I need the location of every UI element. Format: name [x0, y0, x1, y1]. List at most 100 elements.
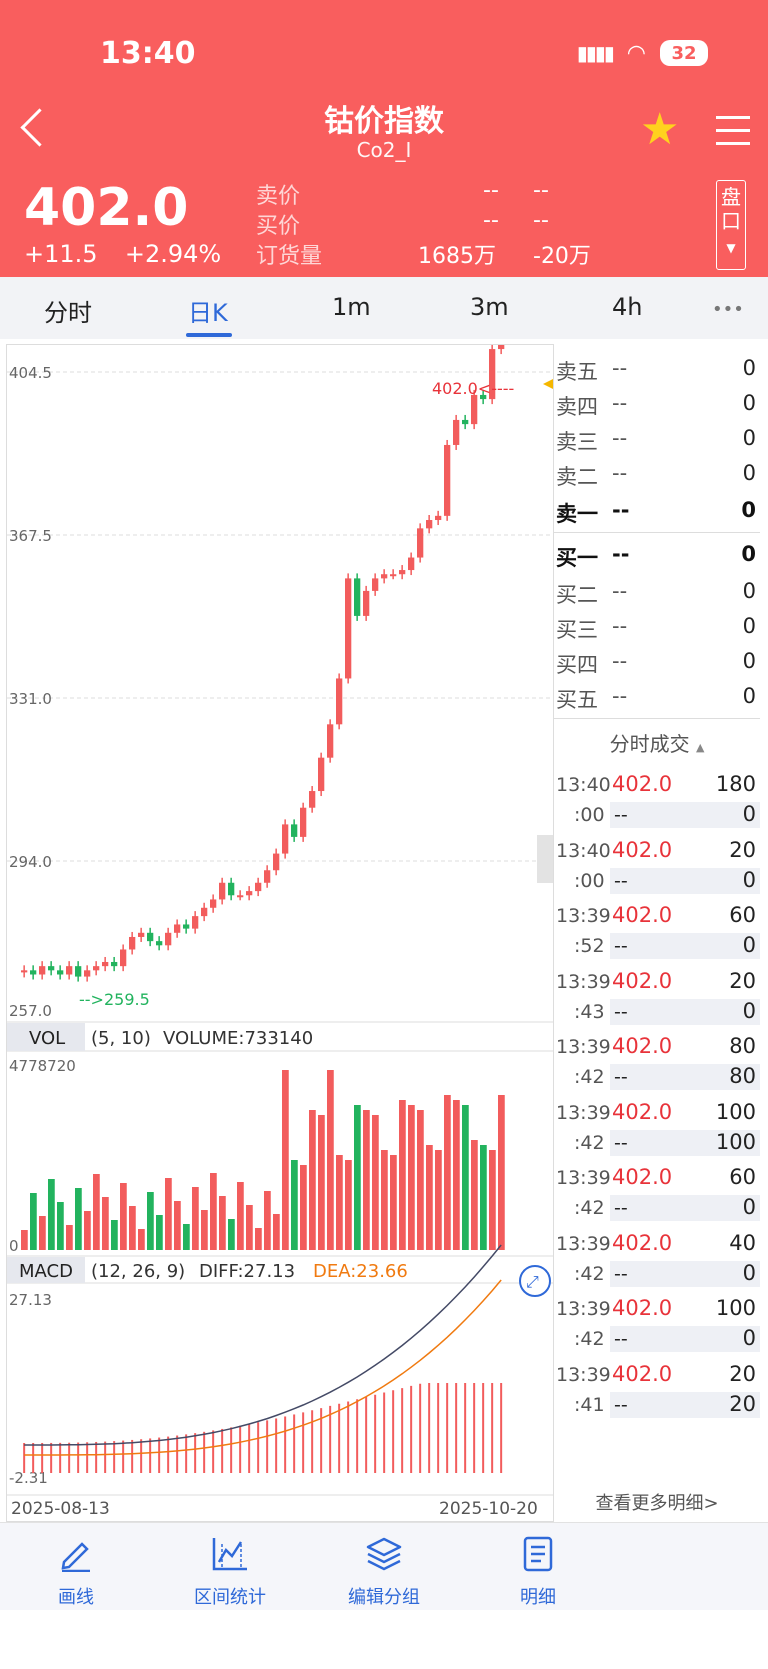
candle-body [291, 824, 298, 837]
trade-time: 13:40 [556, 774, 611, 796]
trade-time: 13:39 [556, 1363, 611, 1386]
candle-body [381, 574, 388, 579]
tab-1m[interactable]: 1m [332, 293, 371, 321]
trade-dash: -- [614, 1393, 628, 1416]
macd-label-box[interactable] [7, 1257, 85, 1283]
price-tick-2: 367.5 [9, 527, 52, 545]
caret-down-icon: ▼ [726, 241, 736, 255]
volume-bar [345, 1160, 352, 1250]
candle-body [282, 824, 289, 854]
macd-histogram [23, 1383, 503, 1473]
macd-dea: DEA:23.66 [313, 1261, 408, 1282]
more-tabs-icon[interactable]: ••• [712, 299, 744, 320]
page-title: 钴价指数 [324, 104, 444, 139]
expand-handle[interactable] [537, 835, 553, 883]
ask-value-2: -- [533, 178, 549, 203]
volume-bar [300, 1165, 307, 1250]
battery-icon: 32 [660, 40, 708, 66]
candle-body [462, 419, 469, 425]
volume-bar [246, 1205, 253, 1250]
volume-bar [480, 1145, 487, 1250]
candle-body [228, 882, 235, 896]
candle-body [102, 961, 109, 967]
tab-intraday[interactable]: 分时 [44, 299, 92, 327]
trade-time: 13:39 [556, 1036, 611, 1058]
volume-bar [21, 1230, 28, 1250]
trade-seconds: :42 [574, 1197, 605, 1219]
candle-body [318, 757, 325, 792]
kline-chart-area[interactable]: 404.5 367.5 331.0 294.0 257.0 402.0<----… [6, 319, 554, 1522]
candle-body [174, 924, 181, 933]
trade-dash: -- [614, 1328, 628, 1350]
pankou-label: 盘口 [721, 185, 741, 233]
trade-row-band [610, 867, 760, 894]
tab-4h[interactable]: 4h [612, 293, 643, 321]
trade-row-band [610, 933, 760, 959]
candle-body [417, 528, 424, 558]
menu-icon[interactable] [716, 116, 750, 155]
candle-body [129, 936, 136, 950]
price-tick-4: 294.0 [9, 853, 52, 871]
volume-bar [165, 1178, 172, 1250]
volume-bar [156, 1215, 163, 1250]
change-value: +11.5 [24, 240, 98, 268]
volume-bar [147, 1192, 154, 1250]
last-price: 402.0 [24, 178, 189, 238]
volume-bar [129, 1206, 136, 1250]
candle-body [345, 578, 352, 679]
volume-bar [120, 1183, 127, 1250]
vol-label-box[interactable] [7, 1023, 85, 1051]
volume-bar [444, 1095, 451, 1250]
candle-body [426, 520, 433, 529]
tab-3m[interactable]: 3m [470, 293, 509, 321]
layers-icon [366, 1537, 402, 1571]
trade-row-band [610, 1391, 760, 1418]
bid-row-1: 买一 -- 0 [556, 542, 756, 570]
volume-bar [390, 1155, 397, 1250]
kline-chart[interactable]: 404.5 367.5 331.0 294.0 257.0 402.0<----… [7, 319, 553, 1521]
volume-bar [336, 1155, 343, 1250]
candle-body [435, 515, 442, 521]
volume-bar [30, 1193, 37, 1250]
candle-body [453, 419, 460, 445]
fullscreen-arrows-icon: ⤢ [526, 1272, 539, 1291]
bid-label: 买价 [256, 214, 301, 239]
fullscreen-icon[interactable] [519, 1265, 551, 1297]
detail-button[interactable]: 明细 [478, 1531, 598, 1609]
trade-price: 402.0 [612, 1296, 673, 1320]
trade-volume: 60 [729, 1165, 756, 1189]
candle-body [93, 966, 100, 971]
tab-daily-k[interactable]: 日K [188, 299, 228, 327]
trade-price: 402.0 [612, 837, 673, 862]
wifi-icon: ◠ [626, 40, 646, 66]
trade-price: 402.0 [612, 968, 673, 993]
trades-header[interactable]: 分时成交 ▲ [554, 728, 760, 757]
trade-time: 13:39 [556, 1167, 611, 1189]
trade-time: 13:40 [556, 839, 611, 862]
favorite-star-icon[interactable]: ★ [640, 104, 680, 155]
draw-line-button[interactable]: 画线 [16, 1531, 136, 1609]
edit-group-button[interactable]: 编辑分组 [324, 1531, 444, 1609]
pankou-button[interactable]: 盘口 ▼ [716, 180, 746, 270]
candle-body [489, 349, 496, 400]
volume-bar [210, 1173, 217, 1250]
trade-row-band [610, 998, 760, 1025]
trade-row-band [610, 1064, 760, 1090]
more-details-link[interactable]: 查看更多明细> [595, 1493, 719, 1514]
trade-volume: 100 [715, 1099, 756, 1124]
trade-volume-2: 0 [742, 998, 756, 1023]
volume-bar [309, 1110, 316, 1250]
trade-volume: 80 [729, 1034, 756, 1058]
macd-dea-line [24, 1279, 502, 1456]
range-stats-button[interactable]: 区间统计 [170, 1531, 290, 1609]
volume-bar [39, 1216, 46, 1250]
candle-body [327, 724, 334, 758]
open-interest-change: -20万 [533, 244, 591, 269]
volume-bar [66, 1225, 73, 1250]
trade-volume-2: 0 [742, 1326, 756, 1350]
trade-seconds: :42 [574, 1131, 605, 1154]
date-start: 2025-08-13 [11, 1499, 110, 1519]
candle-body [210, 899, 217, 908]
candle-body [273, 853, 280, 871]
volume-bar [327, 1070, 334, 1250]
